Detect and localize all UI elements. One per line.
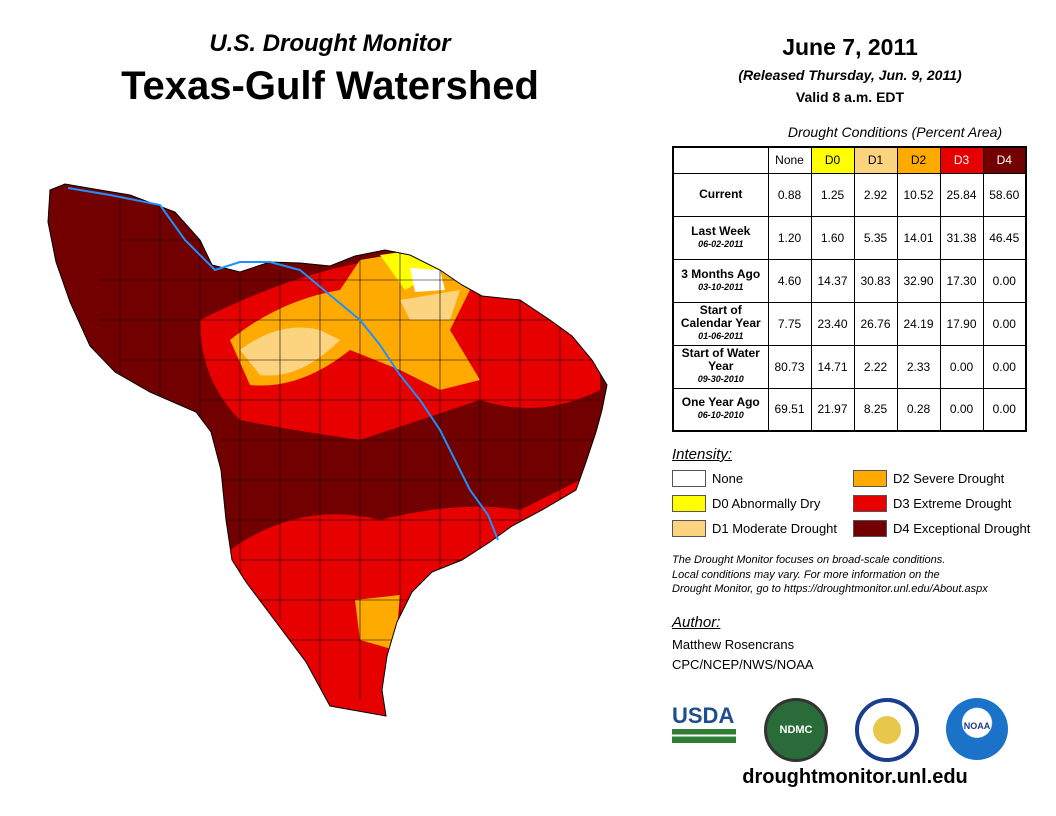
drought-map bbox=[47, 183, 608, 717]
legend-swatch bbox=[672, 520, 706, 537]
disclaimer-note: The Drought Monitor focuses on broad-sca… bbox=[672, 554, 988, 595]
drought-conditions-table: None D0 D1 D2 D3 D4 Current 0.88 1.25 2.92 1… bbox=[672, 146, 1027, 432]
table-cell: 8.25 bbox=[853, 387, 898, 432]
table-cell: 0.00 bbox=[982, 258, 1027, 303]
river bbox=[67, 187, 499, 541]
table-cell: 10.52 bbox=[896, 172, 941, 217]
release-date: (Released Thursday, Jun. 9, 2011) bbox=[738, 67, 962, 83]
col-d3: D3 bbox=[939, 146, 984, 174]
subtitle: U.S. Drought Monitor bbox=[209, 30, 451, 57]
table-cell: 17.90 bbox=[939, 301, 984, 346]
table-cell: 21.97 bbox=[810, 387, 855, 432]
table-cell: 0.28 bbox=[896, 387, 941, 432]
legend-swatch bbox=[853, 470, 887, 487]
row-label: Start of Water Year 09-30-2010 bbox=[672, 344, 769, 389]
legend-item: D3 Extreme Drought bbox=[853, 495, 1012, 512]
table-row: Start of Calendar Year 01-06-2011 7.75 23.4… bbox=[672, 301, 1027, 346]
table-cell: 30.83 bbox=[853, 258, 898, 303]
table-cell: 25.84 bbox=[939, 172, 984, 217]
table-cell: 0.88 bbox=[767, 172, 812, 217]
row-date: 01-06-2011 bbox=[698, 331, 744, 341]
row-label: Start of Calendar Year 01-06-2011 bbox=[672, 301, 769, 346]
table-row: Start of Water Year 09-30-2010 80.73 14.71 2… bbox=[672, 344, 1027, 389]
table-cell: 1.60 bbox=[810, 215, 855, 260]
table-cell: 26.76 bbox=[853, 301, 898, 346]
table-row: 3 Months Ago 03-10-2011 4.60 14.37 30.83 32.9… bbox=[672, 258, 1027, 303]
ndmc-logo: NDMC bbox=[764, 698, 828, 762]
table-row: One Year Ago 06-10-2010 69.51 21.97 8.25 0.28… bbox=[672, 387, 1027, 432]
table-cell: 17.30 bbox=[939, 258, 984, 303]
usda-logo: USDA bbox=[672, 703, 736, 747]
col-d2: D2 bbox=[896, 146, 941, 174]
table-cell: 14.37 bbox=[810, 258, 855, 303]
row-label: 3 Months Ago 03-10-2011 bbox=[672, 258, 769, 303]
legend-item: None bbox=[672, 470, 743, 487]
table-cell: 0.00 bbox=[939, 387, 984, 432]
table-cell: 69.51 bbox=[767, 387, 812, 432]
table-cell: 5.35 bbox=[853, 215, 898, 260]
row-label: Last Week 06-02-2011 bbox=[672, 215, 769, 260]
col-d4: D4 bbox=[982, 146, 1027, 174]
row-date: 06-10-2010 bbox=[697, 410, 744, 421]
col-d0: D0 bbox=[810, 146, 855, 174]
table-row: Current 0.88 1.25 2.92 10.52 25.84 58.60 bbox=[672, 172, 1027, 217]
row-date: 03-10-2011 bbox=[698, 281, 744, 292]
table-cell: 0.00 bbox=[939, 344, 984, 389]
legend-item: D4 Exceptional Drought bbox=[853, 520, 1030, 537]
table-cell: 80.73 bbox=[767, 344, 812, 389]
table-cell: 14.01 bbox=[896, 215, 941, 260]
table-cell: 46.45 bbox=[982, 215, 1027, 260]
legend-item: D0 Abnormally Dry bbox=[672, 495, 820, 512]
noaa-logo: NOAA bbox=[946, 698, 1008, 760]
legend-item: D1 Moderate Drought bbox=[672, 520, 837, 537]
d2-area-south bbox=[355, 595, 400, 650]
table-cell: 23.40 bbox=[810, 301, 855, 346]
table-cell: 2.22 bbox=[853, 344, 898, 389]
author-label: Author: bbox=[672, 614, 721, 631]
map-title: Texas-Gulf Watershed bbox=[121, 64, 539, 108]
map-date: June 7, 2011 bbox=[782, 34, 918, 60]
row-date: 06-02-2011 bbox=[698, 238, 744, 249]
table-cell: 32.90 bbox=[896, 258, 941, 303]
table-cell: 31.38 bbox=[939, 215, 984, 260]
col-none: None bbox=[767, 146, 812, 174]
legend-swatch bbox=[853, 495, 887, 512]
author-org: CPC/NCEP/NWS/NOAA bbox=[672, 657, 814, 672]
table-cell: 0.00 bbox=[982, 387, 1027, 432]
row-date: 09-30-2010 bbox=[697, 374, 744, 384]
table-cell: 24.19 bbox=[896, 301, 941, 346]
legend-title: Intensity: bbox=[672, 446, 733, 463]
table-cell: 1.25 bbox=[810, 172, 855, 217]
legend-item: D2 Severe Drought bbox=[853, 470, 1004, 487]
row-label: Current bbox=[672, 172, 769, 217]
table-cell: 2.92 bbox=[853, 172, 898, 217]
footer-url[interactable]: droughtmonitor.unl.edu bbox=[742, 766, 968, 788]
row-label: One Year Ago 06-10-2010 bbox=[672, 387, 769, 432]
legend-swatch bbox=[672, 495, 706, 512]
valid-time: Valid 8 a.m. EDT bbox=[795, 89, 905, 105]
table-cell: 7.75 bbox=[767, 301, 812, 346]
author-name: Matthew Rosencrans bbox=[672, 637, 795, 652]
legend-swatch bbox=[853, 520, 887, 537]
table-cell: 4.60 bbox=[767, 258, 812, 303]
table-cell: 58.60 bbox=[982, 172, 1027, 217]
col-d1: D1 bbox=[853, 146, 898, 174]
table-cell: 2.33 bbox=[896, 344, 941, 389]
d1-area bbox=[240, 290, 460, 376]
commerce-seal-logo bbox=[855, 698, 919, 762]
table-cell: 1.20 bbox=[767, 215, 812, 260]
legend-swatch bbox=[672, 470, 706, 487]
table-cell: 14.71 bbox=[810, 344, 855, 389]
table-row: Last Week 06-02-2011 1.20 1.60 5.35 14.01 31.3… bbox=[672, 215, 1027, 260]
table-caption: Drought Conditions (Percent Area) bbox=[787, 124, 1003, 140]
table-cell: 0.00 bbox=[982, 344, 1027, 389]
table-cell: 0.00 bbox=[982, 301, 1027, 346]
